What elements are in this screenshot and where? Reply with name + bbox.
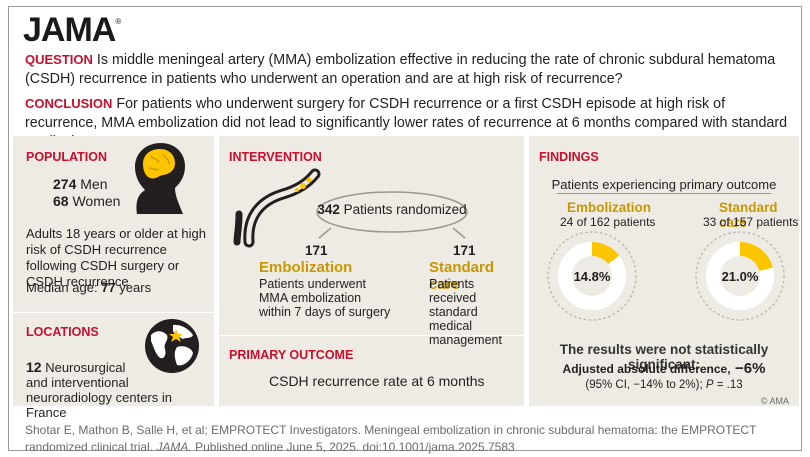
conclusion-label: CONCLUSION	[25, 96, 113, 111]
population-description: Adults 18 years or older at high risk of…	[26, 226, 206, 289]
primary-outcome-heading: PRIMARY OUTCOME	[229, 348, 354, 362]
catheter-icon	[233, 168, 321, 248]
arm2-description: Patients received standard medical manag…	[429, 277, 502, 347]
globe-icon	[145, 319, 199, 373]
median-age: Median age: 77 years	[26, 280, 152, 295]
randomized-label: 342 Patients randomized	[317, 202, 467, 217]
question-text: Is middle meningeal artery (MMA) emboliz…	[25, 52, 776, 87]
location-star-icon	[169, 329, 183, 342]
men-label: Men	[80, 176, 108, 192]
findings-subheading: Patients experiencing primary outcome	[551, 177, 777, 192]
population-panel: POPULATION 274 Men 68 Women Adults 18 ye…	[13, 136, 214, 420]
copyright: © AMA	[760, 396, 789, 406]
subheading-rule	[557, 193, 771, 194]
arm1-name: Embolization	[259, 259, 353, 276]
arm1-description: Patients underwent MMA embolization with…	[259, 277, 391, 319]
intervention-panel: INTERVENTION 342 Patients randomized 171…	[219, 136, 524, 406]
series1-name: Embolization	[567, 200, 651, 215]
women-label: Women	[72, 193, 121, 209]
arm2-count: 171	[453, 243, 476, 258]
head-silhouette-icon	[135, 143, 185, 214]
significance-text: The results were not statistically signi…	[559, 342, 769, 372]
arm-connectors	[318, 227, 466, 239]
findings-heading: FINDINGS	[539, 150, 599, 164]
question-label: QUESTION	[25, 52, 93, 67]
pie-outer-ring-2	[695, 231, 785, 321]
locations-heading: LOCATIONS	[26, 325, 99, 339]
series2-name: Standard care	[719, 200, 778, 230]
locations-text: 12 Neurosurgical and interventional neur…	[26, 359, 172, 421]
pie-label-2: 21.0%	[722, 269, 759, 284]
sex-counts: 274 Men 68 Women	[53, 176, 120, 210]
pie-slice-2	[740, 242, 773, 272]
findings-panel: FINDINGS Patients experiencing primary o…	[529, 136, 799, 406]
divider	[219, 335, 524, 336]
pie-outer-ring-1	[547, 231, 637, 321]
citation: Shotar E, Mathon B, Salle H, et al; EMPR…	[25, 423, 757, 454]
locations-count: 12	[26, 359, 42, 375]
intervention-heading: INTERVENTION	[229, 150, 322, 164]
women-count: 68	[53, 193, 69, 209]
outcome-pie-charts: 14.8% 21.0%	[547, 231, 785, 321]
infographic-frame: JAMA® QUESTION Is middle meningeal arter…	[8, 6, 802, 454]
question-block: QUESTION Is middle meningeal artery (MMA…	[25, 50, 795, 89]
arm1-count: 171	[305, 243, 328, 258]
population-heading: POPULATION	[26, 150, 108, 164]
randomized-ellipse	[316, 191, 468, 233]
primary-outcome-text: CSDH recurrence rate at 6 months	[269, 373, 485, 389]
divider	[13, 312, 214, 313]
journal-logo: JAMA®	[23, 11, 121, 49]
men-count: 274	[53, 176, 77, 192]
pie-label-1: 14.8%	[574, 269, 611, 284]
arm2-name: Standard care	[429, 259, 495, 293]
series1-count: 24 of 162 patients	[560, 215, 656, 229]
confidence-interval: (95% CI, −14% to 2%); P = .13	[585, 379, 743, 391]
adjusted-difference: Adjusted absolute difference, −6%	[562, 360, 766, 377]
series2-count: 33 of 157 patients	[703, 215, 799, 229]
pie-slice-1	[592, 242, 620, 265]
